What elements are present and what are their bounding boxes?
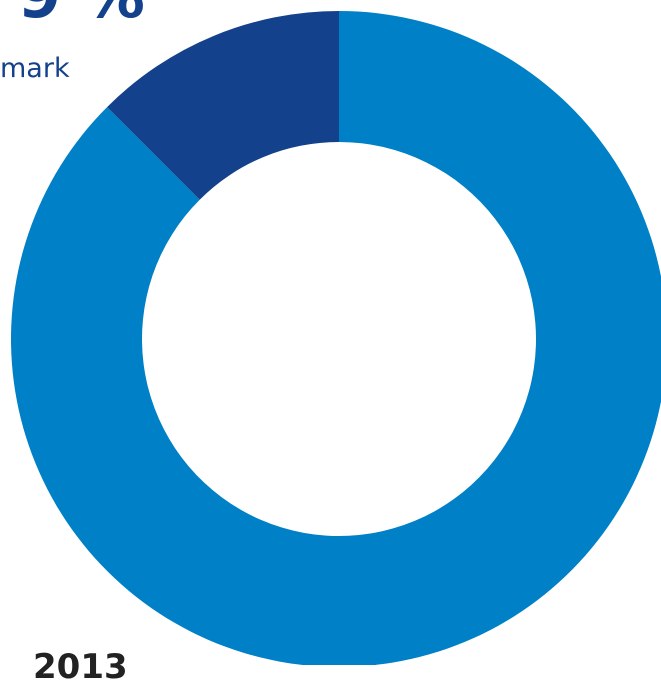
donut-slice-1 [11,11,661,665]
headline-percentage: 9 % [18,0,145,27]
donut-slice-2 [107,11,340,200]
footer-year: 2013 [33,647,128,687]
donut-chart [11,11,661,665]
subtitle: mark [0,53,70,84]
